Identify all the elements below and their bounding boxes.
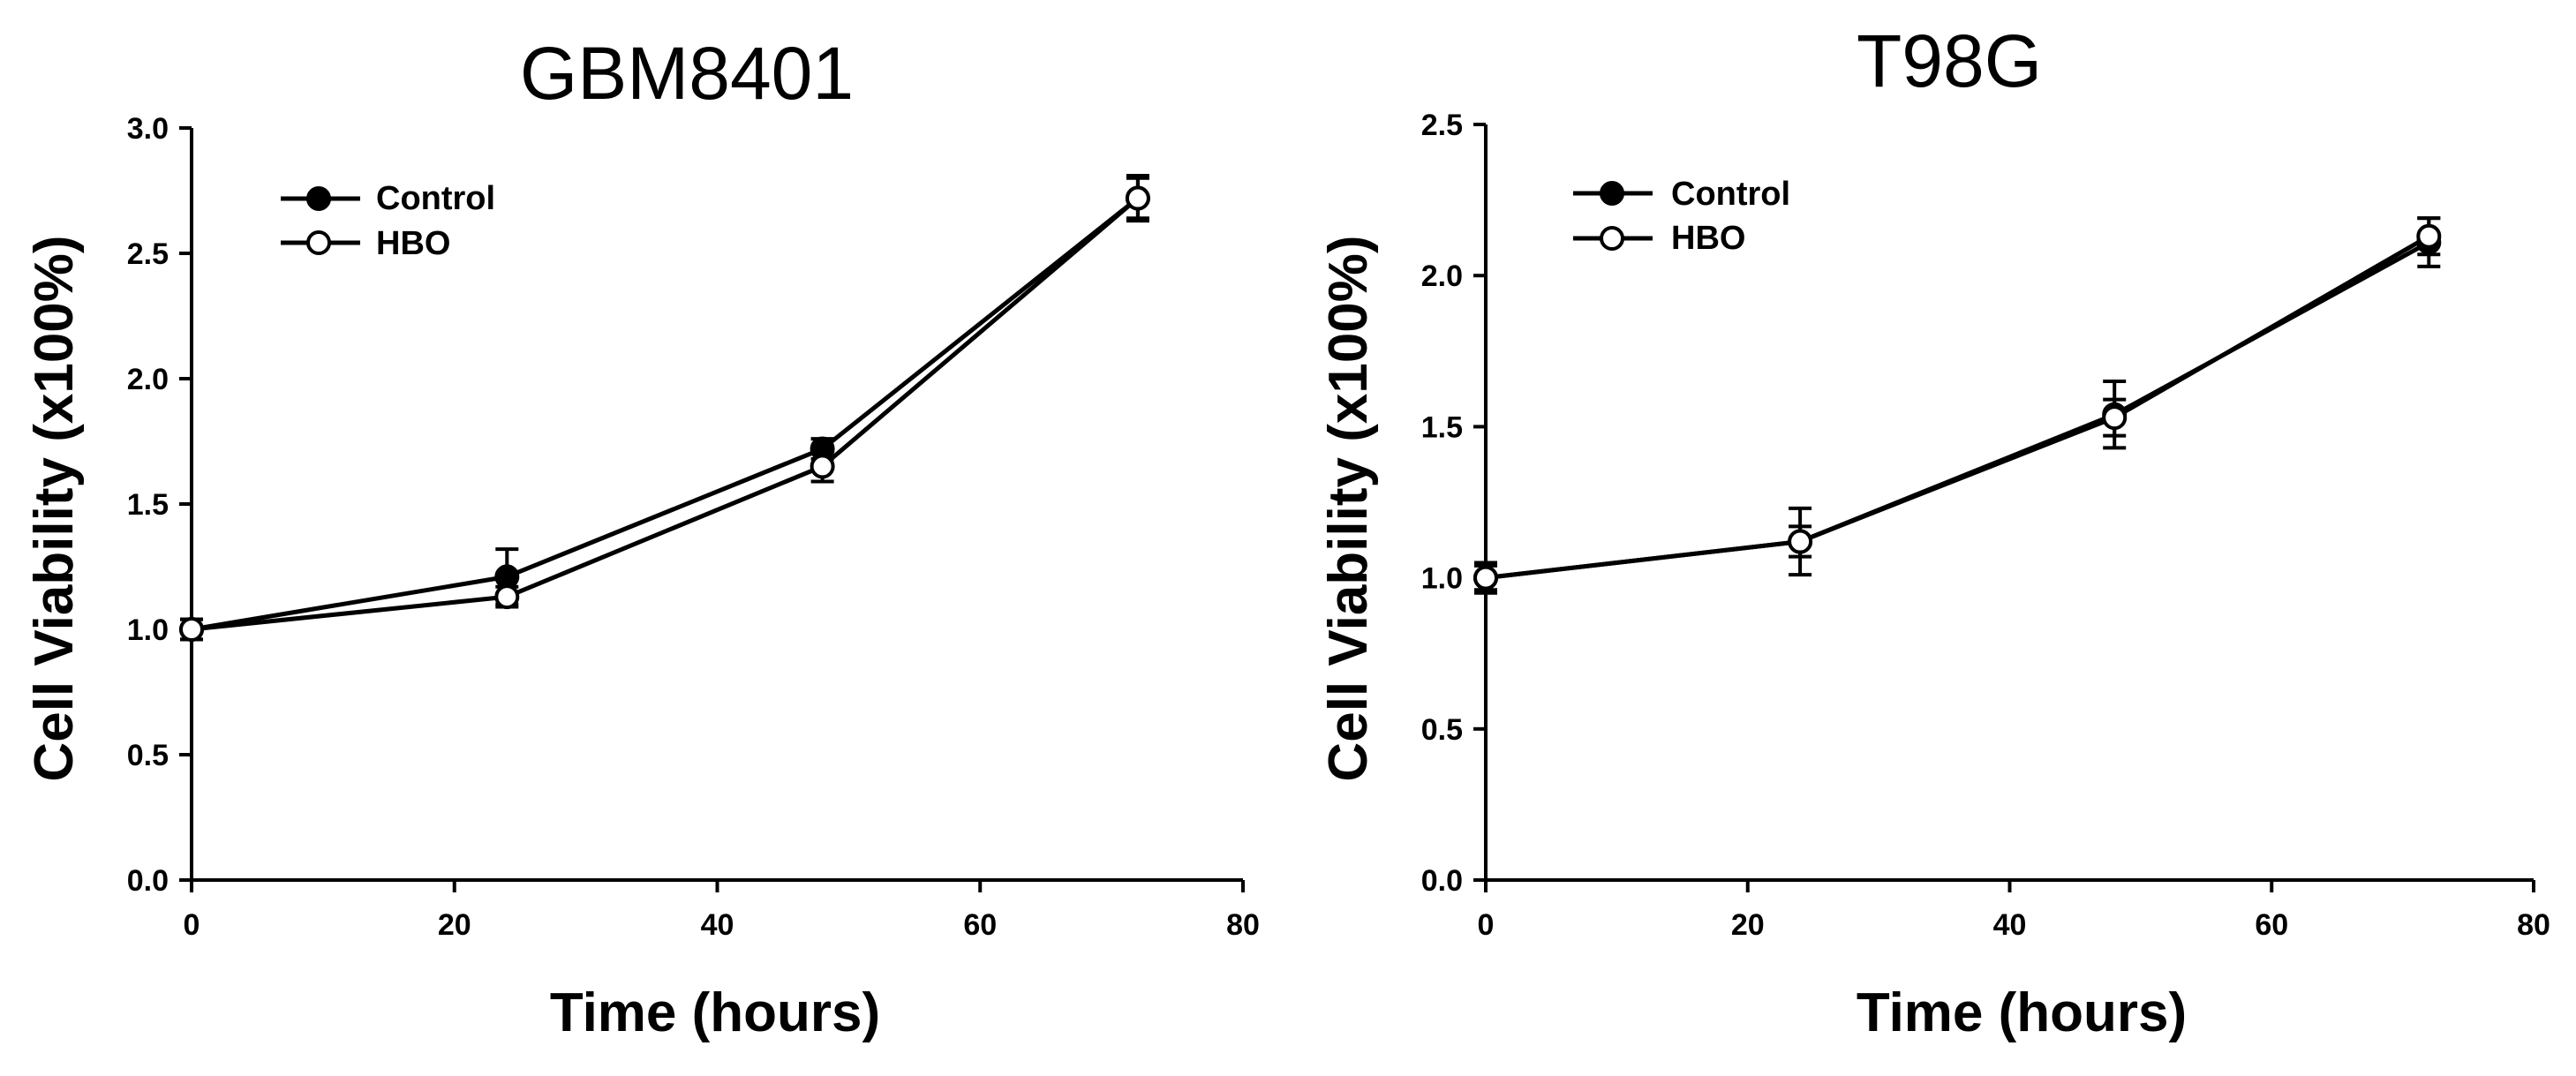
y-tick-label: 1.5 xyxy=(1421,410,1463,444)
data-point-hbo xyxy=(810,454,835,479)
y-tick-label: 1.5 xyxy=(127,488,169,522)
x-axis-label: Time (hours) xyxy=(1857,982,2187,1043)
y-tick-label: 2.5 xyxy=(1421,109,1463,142)
y-tick-label: 3.0 xyxy=(127,112,169,146)
y-tick-label: 1.0 xyxy=(127,613,169,647)
x-tick-label: 40 xyxy=(701,908,734,942)
x-tick-label: 0 xyxy=(1478,908,1495,942)
data-point-hbo xyxy=(2102,405,2128,431)
legend-marker-hbo xyxy=(306,230,331,255)
x-tick-label: 40 xyxy=(1993,908,2027,942)
legend-label-hbo: HBO xyxy=(376,225,450,262)
y-axis-label: Cell Viability (x100%) xyxy=(1318,235,1379,781)
legend-marker-control xyxy=(306,186,331,211)
y-tick-label: 2.5 xyxy=(127,237,169,271)
y-tick-label: 0.0 xyxy=(127,864,169,898)
data-point-hbo xyxy=(2416,223,2442,249)
x-tick-label: 80 xyxy=(2517,908,2550,942)
chart-title: GBM8401 xyxy=(520,32,854,115)
data-point-hbo xyxy=(1788,529,1813,554)
chart-title: T98G xyxy=(1857,19,2042,102)
legend-marker-hbo xyxy=(1600,226,1624,251)
data-point-hbo xyxy=(1125,185,1150,211)
x-tick-label: 60 xyxy=(2255,908,2288,942)
legend-label-control: Control xyxy=(1671,176,1790,213)
x-tick-label: 20 xyxy=(438,908,471,942)
data-point-control xyxy=(494,564,520,590)
legend-marker-control xyxy=(1600,181,1624,206)
legend: Control HBO xyxy=(281,180,495,262)
y-tick-label: 0.5 xyxy=(127,739,169,772)
y-tick-label: 1.0 xyxy=(1421,562,1463,596)
x-tick-label: 0 xyxy=(184,908,200,942)
x-tick-label: 60 xyxy=(963,908,997,942)
y-tick-label: 2.0 xyxy=(127,363,169,396)
legend: Control HBO xyxy=(1573,176,1790,257)
data-point-hbo xyxy=(179,617,204,642)
series-line-control xyxy=(1485,240,2430,581)
chart-gbm8401: GBM8401 Cell Viability (x100%) Time (hou… xyxy=(24,32,1260,1043)
y-tick-label: 2.0 xyxy=(1421,260,1463,293)
chart-t98g: T98G Cell Viability (x100%) Time (hours)… xyxy=(1318,19,2550,1043)
legend-label-control: Control xyxy=(376,180,495,217)
y-tick-label: 0.0 xyxy=(1421,864,1463,898)
legend-label-hbo: HBO xyxy=(1671,220,1745,257)
series-line-control xyxy=(191,196,1140,632)
data-point-hbo xyxy=(494,584,520,610)
y-axis-label: Cell Viability (x100%) xyxy=(24,235,85,781)
x-axis-label: Time (hours) xyxy=(550,982,880,1043)
x-tick-label: 20 xyxy=(1731,908,1765,942)
x-tick-label: 80 xyxy=(1226,908,1260,942)
data-point-hbo xyxy=(1473,565,1498,591)
series-line-hbo xyxy=(191,196,1140,632)
y-tick-label: 0.5 xyxy=(1421,713,1463,747)
series-line-hbo xyxy=(1485,234,2430,581)
